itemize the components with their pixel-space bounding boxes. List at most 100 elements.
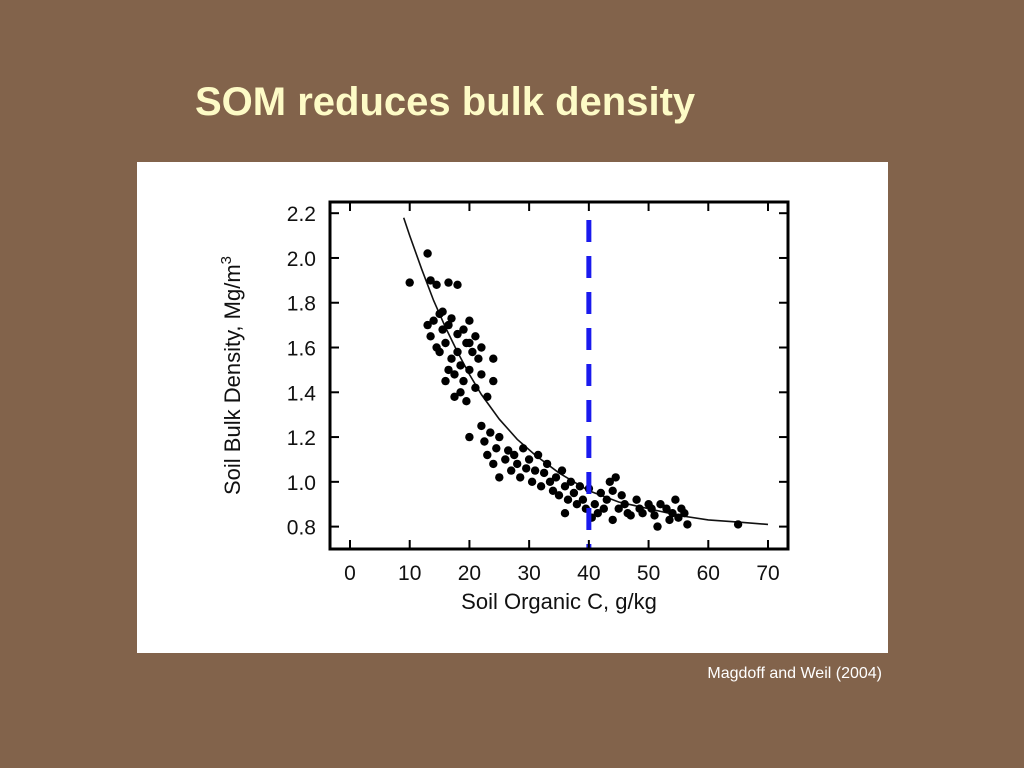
x-tick-label: 40 xyxy=(577,562,600,585)
data-point xyxy=(569,488,579,498)
data-point xyxy=(554,491,564,500)
data-point xyxy=(578,495,588,504)
data-point xyxy=(516,473,525,482)
data-point xyxy=(551,473,561,482)
data-point xyxy=(429,316,438,325)
data-point xyxy=(680,509,689,518)
data-point xyxy=(465,338,474,348)
chart-panel: 0.8 1.0 1.2 1.4 1.6 1.8 2.0 2.2 0 10 20 30 40 50 60 70 … xyxy=(137,162,888,653)
data-point xyxy=(733,520,743,529)
slide-title: SOM reduces bulk density xyxy=(195,80,696,124)
data-point xyxy=(617,491,626,500)
data-point xyxy=(477,343,486,352)
data-point xyxy=(441,376,450,386)
data-point xyxy=(459,325,468,334)
data-point xyxy=(489,459,498,469)
data-point xyxy=(492,444,501,453)
data-point xyxy=(486,428,495,437)
y-tick-label: 0.8 xyxy=(287,517,316,540)
data-point xyxy=(465,432,474,442)
data-point xyxy=(447,314,456,323)
data-point xyxy=(527,477,537,486)
x-tick-label: 70 xyxy=(756,562,779,585)
y-tick-label: 1.2 xyxy=(287,427,316,450)
data-point xyxy=(536,482,546,491)
data-point xyxy=(513,459,522,469)
data-point xyxy=(608,486,617,495)
data-point xyxy=(465,316,474,325)
y-tick-label: 2.0 xyxy=(287,248,316,271)
data-point xyxy=(471,383,480,392)
data-point xyxy=(572,500,582,509)
data-point xyxy=(480,437,489,446)
data-point xyxy=(507,466,516,475)
data-point xyxy=(650,511,659,520)
data-point xyxy=(462,397,471,406)
data-point xyxy=(638,509,647,518)
data-point xyxy=(438,307,447,316)
fit-curve xyxy=(402,217,769,526)
x-tick-label: 20 xyxy=(458,562,481,585)
data-point xyxy=(444,278,453,287)
x-tick-label: 30 xyxy=(517,562,540,585)
data-point xyxy=(444,320,453,330)
data-point xyxy=(563,495,573,504)
y-tick-label: 1.8 xyxy=(287,293,316,316)
data-point xyxy=(465,365,474,375)
data-point xyxy=(602,495,611,504)
data-point xyxy=(483,392,492,401)
data-point xyxy=(459,376,468,386)
data-point xyxy=(495,473,504,482)
data-point xyxy=(456,361,465,370)
data-point xyxy=(495,432,504,442)
data-point xyxy=(432,280,441,289)
data-point xyxy=(608,515,617,525)
data-point xyxy=(542,459,552,469)
data-point xyxy=(596,488,605,498)
data-point xyxy=(426,332,435,341)
data-point xyxy=(662,504,671,513)
data-point xyxy=(405,278,414,287)
data-point xyxy=(530,466,540,475)
x-tick-label: 50 xyxy=(637,562,660,585)
data-point xyxy=(477,370,486,379)
data-point xyxy=(548,486,558,495)
data-point xyxy=(489,354,498,363)
y-tick-label: 2.2 xyxy=(287,203,316,226)
x-axis-label: Soil Organic C, g/kg xyxy=(461,589,657,614)
data-point xyxy=(626,511,635,520)
data-point xyxy=(683,520,692,529)
data-point xyxy=(665,515,674,525)
data-point xyxy=(501,455,510,464)
data-point xyxy=(471,332,480,341)
y-tick-label: 1.6 xyxy=(287,338,316,361)
x-tick-label: 0 xyxy=(344,562,356,585)
data-point xyxy=(671,495,680,504)
data-point xyxy=(450,370,459,379)
data-point xyxy=(444,365,453,375)
data-point xyxy=(456,388,465,397)
y-axis-label: Soil Bulk Density, Mg/m3 xyxy=(218,256,245,495)
data-point xyxy=(483,450,492,460)
data-point xyxy=(557,466,567,475)
data-point xyxy=(590,500,599,509)
data-point xyxy=(423,249,432,258)
scatter-chart: 0.81.01.21.41.61.82.02.20 10 20 30 40 50 60 70 … xyxy=(218,200,790,614)
data-point xyxy=(423,320,432,330)
data-point xyxy=(524,455,534,464)
data-point xyxy=(560,482,570,491)
data-point xyxy=(668,509,677,518)
data-point xyxy=(489,376,498,386)
y-tick-label: 1.0 xyxy=(287,472,316,495)
data-point xyxy=(560,509,570,518)
data-point xyxy=(504,446,513,455)
data-point xyxy=(605,477,614,486)
data-point xyxy=(468,347,477,357)
data-point xyxy=(477,421,486,431)
data-point xyxy=(453,347,462,357)
data-point xyxy=(522,464,531,473)
citation: Magdoff and Weil (2004) xyxy=(707,665,882,682)
data-point xyxy=(674,513,683,522)
y-tick-label: 1.4 xyxy=(287,382,317,405)
data-point xyxy=(545,477,555,486)
